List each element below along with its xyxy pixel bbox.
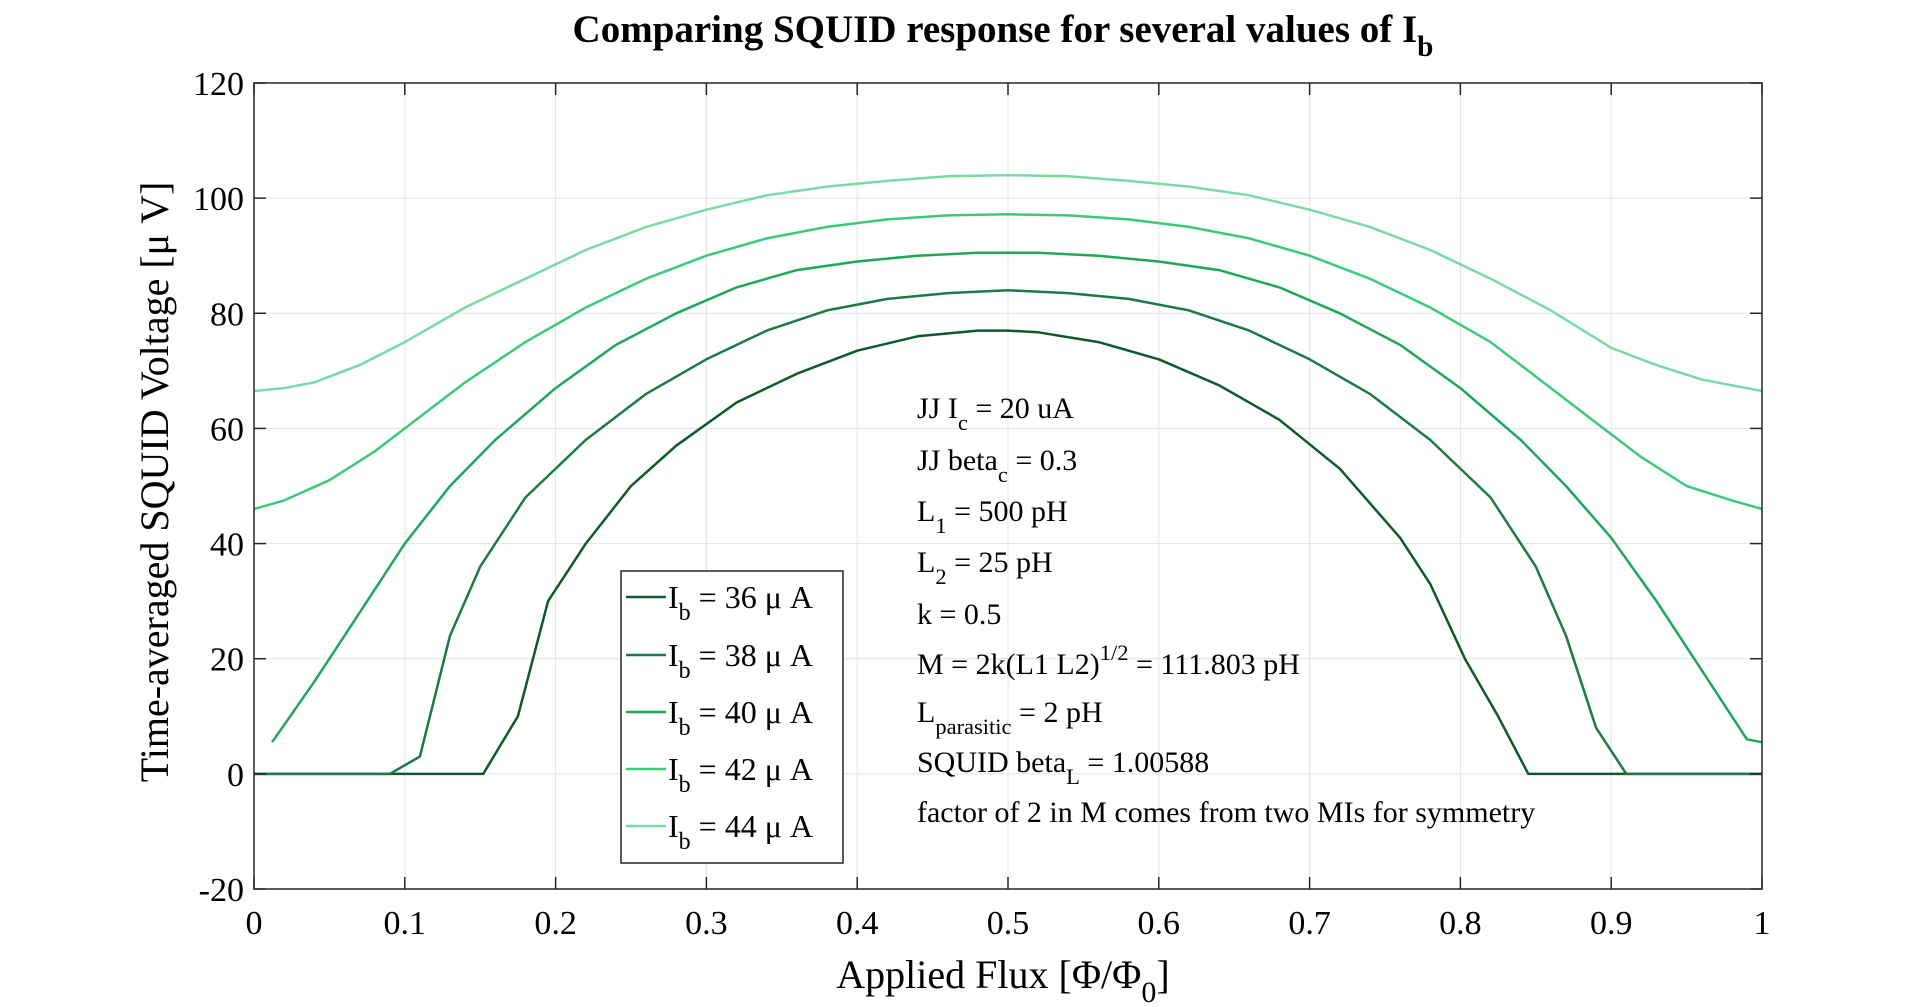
- y-tick-label: 120: [193, 66, 244, 103]
- series-line-4: [253, 213, 1763, 511]
- x-axis-label: Applied Flux [Φ/Φ0]: [836, 952, 1169, 1007]
- y-tick-label: 60: [210, 411, 244, 448]
- legend-entry: Ib = 40 μ A: [668, 694, 813, 741]
- annotation-line: Lparasitic = 2 pH: [917, 696, 1103, 739]
- x-tick-label: 0: [246, 905, 263, 942]
- x-tick-label: 0.8: [1439, 905, 1482, 942]
- chart-title-subscript: b: [1417, 31, 1433, 63]
- legend-entry: Ib = 44 μ A: [668, 808, 813, 855]
- x-tick-label: 0.3: [685, 905, 728, 942]
- legend-entry: Ib = 38 μ A: [668, 637, 813, 684]
- legend: Ib = 36 μ A Ib = 38 μ A Ib = 40 μ A Ib = 42…: [620, 570, 844, 864]
- y-tick-label: 0: [227, 757, 244, 794]
- series-line-2: [254, 289, 1762, 776]
- y-axis-label: Time-averaged SQUID Voltage [μ V]: [132, 182, 177, 783]
- x-tick-label: 0.2: [534, 905, 577, 942]
- x-tick-label: 0.9: [1590, 905, 1633, 942]
- chart-title: Comparing SQUID response for several val…: [573, 8, 1434, 63]
- x-axis-label-subscript: 0: [1141, 976, 1156, 1007]
- x-tick-label: 0.7: [1288, 905, 1331, 942]
- series-line-5: [253, 173, 1763, 393]
- series-line-3: [271, 251, 1763, 744]
- y-tick-label: 20: [210, 642, 244, 679]
- annotation-line: M = 2k(L1 L2)1/2 = 111.803 pH: [917, 640, 1300, 681]
- axis-ticks: 0 0.1 0.2 0.3 0.4 0.5 0.6 0.7 0.8 0.9 1-2002040608…: [193, 66, 1771, 942]
- x-tick-label: 0.1: [384, 905, 427, 942]
- annotation-line: L1 = 500 pH: [917, 495, 1068, 538]
- y-tick-label: 80: [210, 296, 244, 333]
- annotation-line: JJ betac = 0.3: [917, 444, 1077, 487]
- x-tick-label: 0.6: [1138, 905, 1181, 942]
- parameter-annotations: JJ Ic = 20 uA JJ betac = 0.3 L1 = 500 pH L2…: [917, 392, 1535, 829]
- y-tick-label: 40: [210, 527, 244, 564]
- annotation-line: L2 = 25 pH: [917, 546, 1053, 589]
- y-tick-label: -20: [199, 872, 244, 909]
- series-line-1: [254, 329, 1762, 776]
- annotation-line: SQUID betaL = 1.00588: [917, 746, 1209, 789]
- legend-entry: Ib = 42 μ A: [668, 751, 813, 798]
- x-tick-label: 1: [1754, 905, 1771, 942]
- legend-box: [620, 570, 844, 864]
- data-series: [253, 173, 1763, 776]
- x-tick-label: 0.4: [836, 905, 879, 942]
- x-tick-label: 0.5: [987, 905, 1030, 942]
- annotation-line: k = 0.5: [917, 598, 1001, 631]
- annotation-line: JJ Ic = 20 uA: [917, 392, 1074, 435]
- annotation-line: factor of 2 in M comes from two MIs for …: [917, 796, 1535, 829]
- legend-entry: Ib = 36 μ A: [668, 579, 813, 626]
- y-tick-label: 100: [193, 181, 244, 218]
